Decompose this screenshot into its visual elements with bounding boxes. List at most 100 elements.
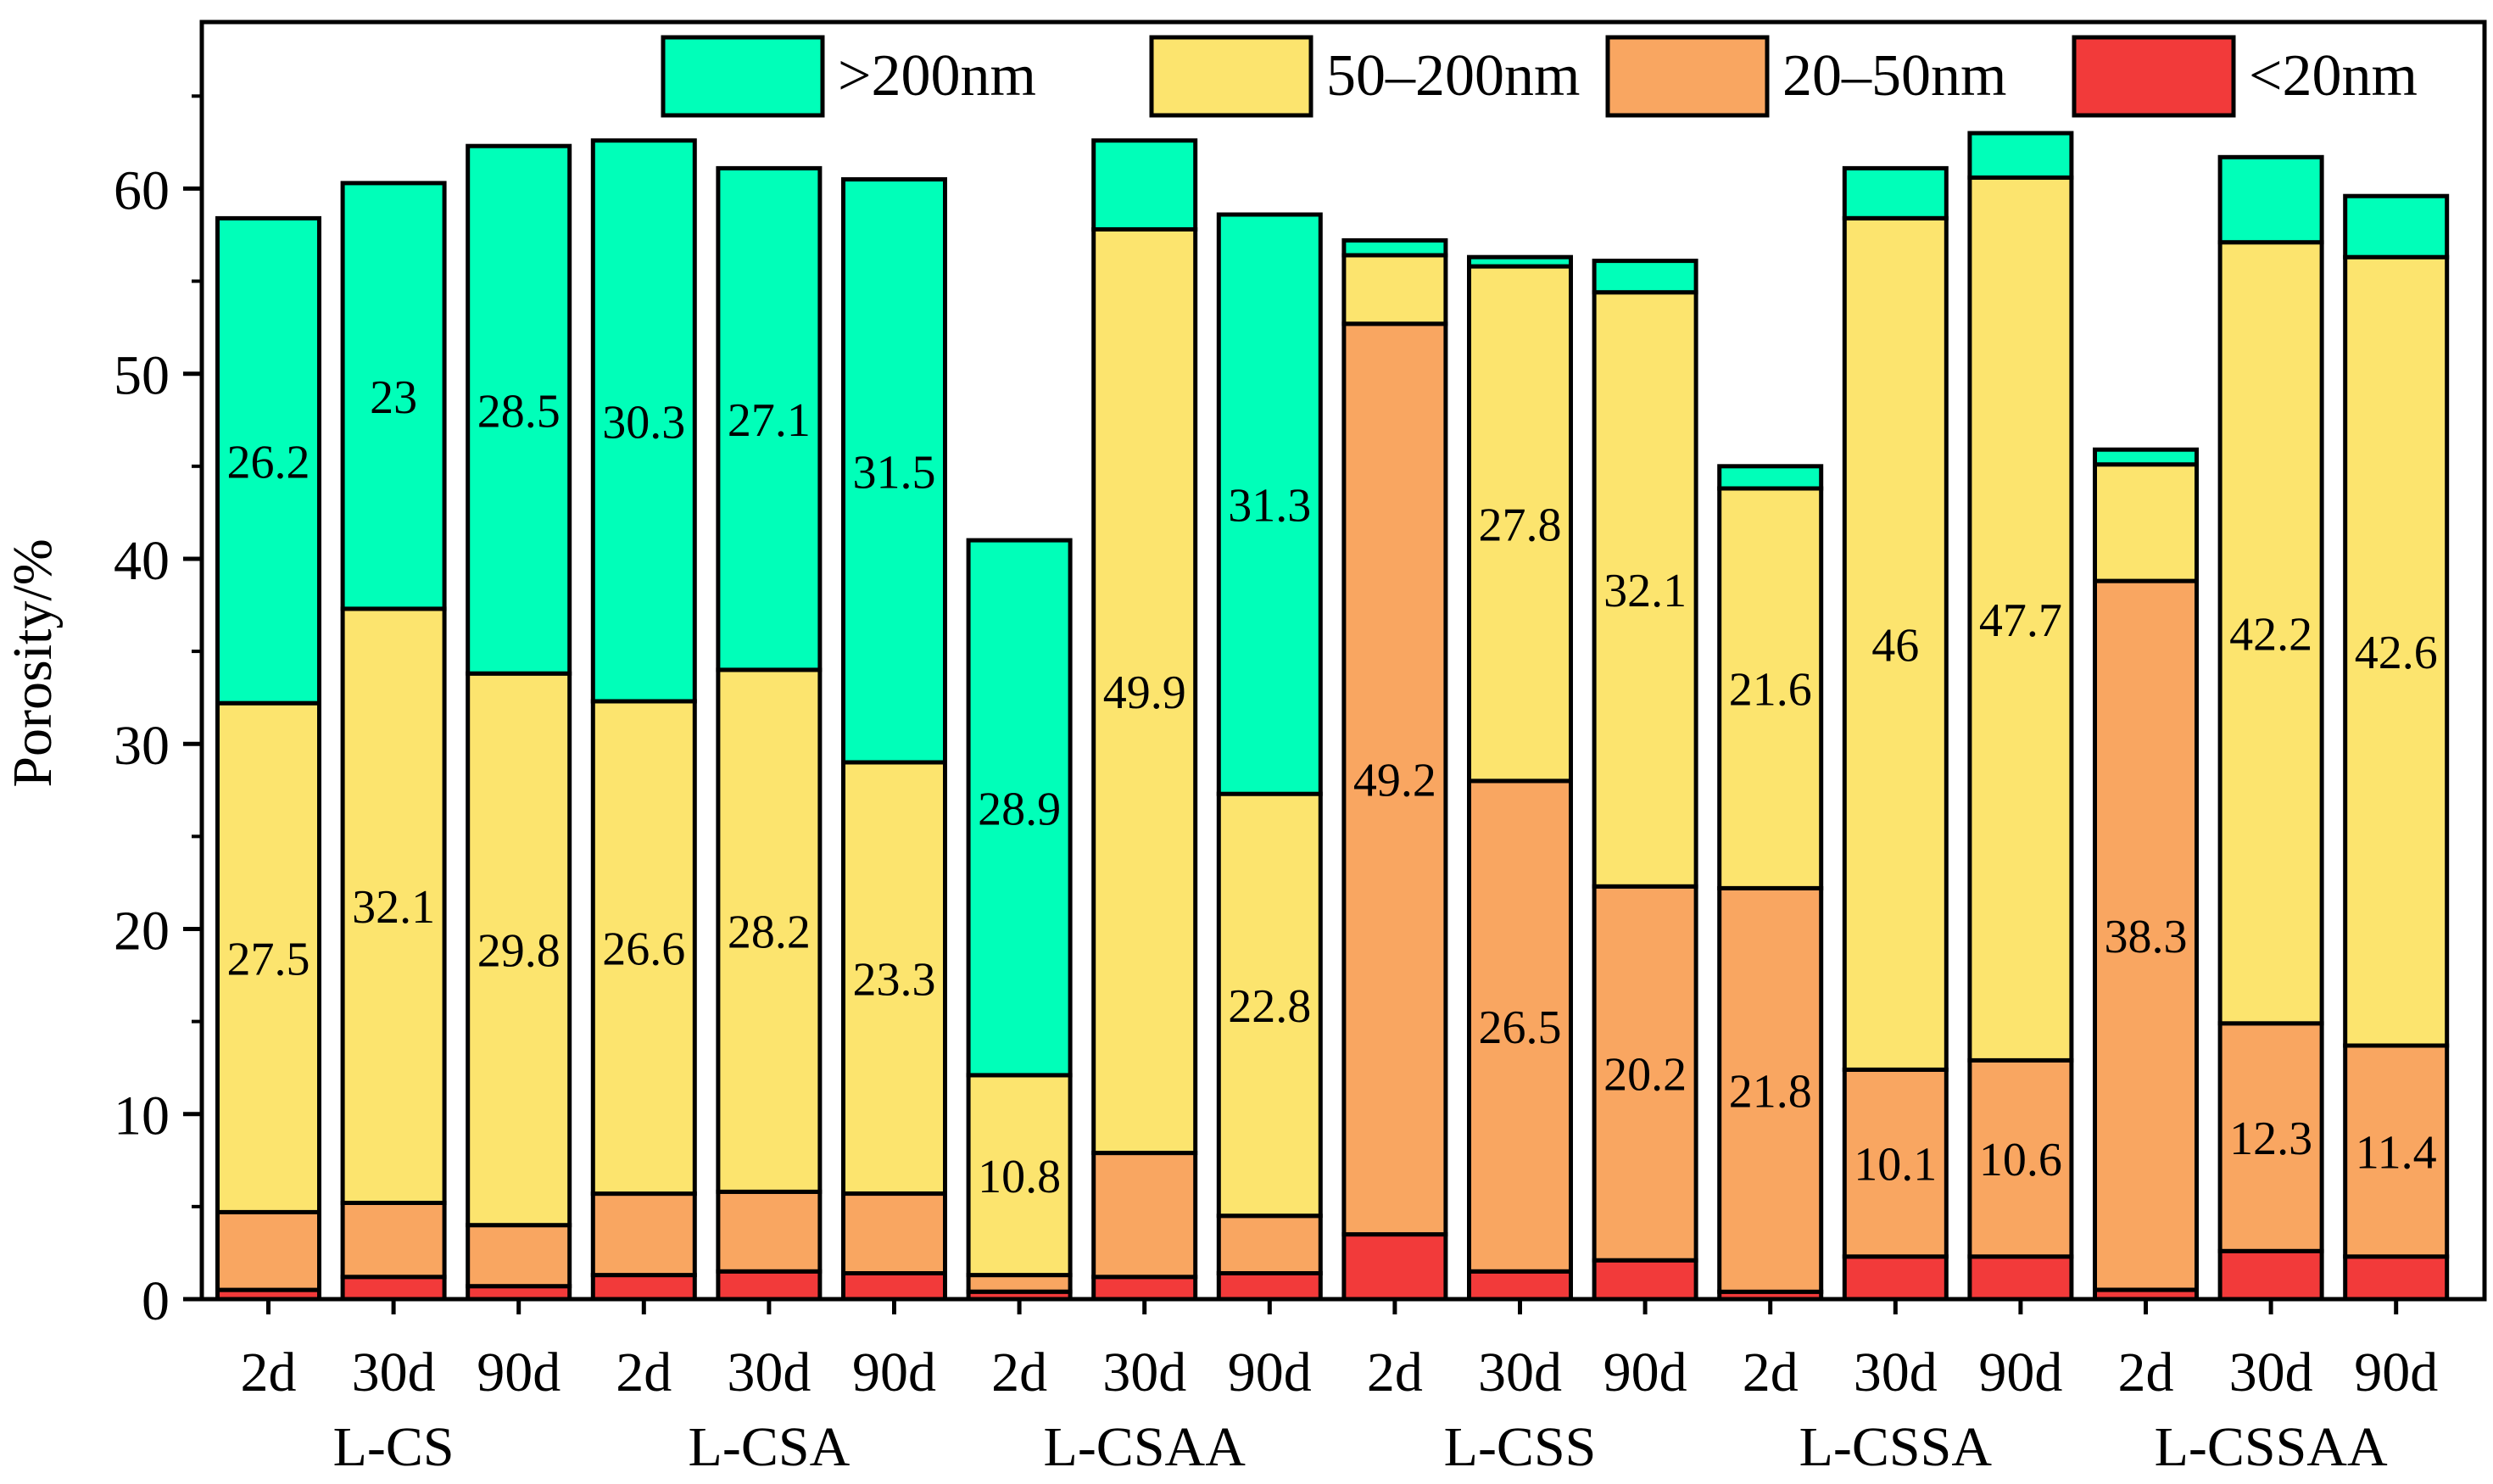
- x-tick-label: 30d: [1854, 1342, 1938, 1403]
- bar-segment: [590, 1191, 697, 1278]
- data-label: 32.1: [352, 881, 435, 934]
- bar-segment: [716, 1269, 823, 1302]
- data-label: 26.6: [602, 923, 685, 975]
- bar-segment: [215, 1209, 321, 1292]
- bar-segment: [215, 215, 321, 706]
- x-tick-label: 30d: [352, 1342, 436, 1403]
- x-tick-label: 2d: [991, 1342, 1047, 1403]
- bar-segment: [1967, 175, 2074, 1063]
- bar-segment: [340, 181, 447, 611]
- data-label: 23.3: [853, 953, 936, 1006]
- bar-segment: [340, 606, 447, 1205]
- data-label: 47.7: [1979, 594, 2062, 647]
- bar-segment: [1842, 165, 1949, 220]
- data-label: 29.8: [477, 925, 561, 978]
- axes-layer: 0 10 20 30 40 50 60 2d 30d 90d 2d 30d 90d 2d 30d 90d 2d 3…: [114, 94, 2438, 1478]
- data-label: 21.8: [1729, 1065, 1812, 1118]
- y-tick-label: 60: [114, 159, 170, 221]
- bar-segment: [1091, 227, 1198, 1156]
- x-tick-label: 90d: [477, 1342, 561, 1403]
- bar-segment: [1341, 238, 1448, 258]
- plot-frame-layer: [199, 20, 2487, 1302]
- bar-segment: [1341, 321, 1448, 1237]
- data-label: 31.3: [1228, 480, 1311, 533]
- bar-segment: [340, 1275, 447, 1302]
- data-label: 10.8: [978, 1151, 1061, 1203]
- data-label: 27.8: [1479, 499, 1562, 552]
- bar-segment: [2217, 1021, 2324, 1253]
- y-tick-label: 50: [114, 345, 170, 407]
- x-tick-label: 2d: [616, 1342, 672, 1403]
- data-labels-layer: 26.2 27.5 23 32.1 28.5 29.8 30.3 26.6 27.1 28.2 31…: [227, 371, 2438, 1203]
- x-tick-label: 90d: [1603, 1342, 1687, 1403]
- x-tick-label: 30d: [1102, 1342, 1186, 1403]
- y-tick-label: 10: [114, 1085, 170, 1147]
- bar-segment: [1091, 1151, 1198, 1280]
- data-label: 42.2: [2229, 608, 2312, 661]
- x-tick-label: 2d: [1367, 1342, 1423, 1403]
- bar-segment: [1967, 1254, 2074, 1302]
- bar-segment: [1467, 1269, 1573, 1302]
- bar-segment: [841, 1191, 947, 1275]
- bar-segment: [1717, 464, 1824, 491]
- data-label: 22.8: [1228, 980, 1311, 1033]
- x-tick-label: 2d: [1743, 1342, 1799, 1403]
- bar-segment: [1216, 1270, 1323, 1302]
- x-tick-label: 90d: [852, 1342, 936, 1403]
- bar-segment: [340, 1201, 447, 1280]
- data-label: 28.5: [477, 385, 561, 438]
- bar-segment: [1091, 138, 1198, 232]
- data-label: 38.3: [2105, 911, 2188, 963]
- bar-segment: [1842, 1254, 1949, 1302]
- bar-segment: [1967, 1057, 2074, 1259]
- bar-segment: [1216, 212, 1323, 796]
- data-label: 32.1: [1603, 565, 1687, 617]
- data-label: 10.1: [1854, 1139, 1937, 1191]
- bar-segment: [466, 671, 572, 1228]
- bar-segment: [1091, 1275, 1198, 1302]
- bar-segment: [2093, 462, 2199, 583]
- legend-swatch: [661, 35, 825, 118]
- data-label: 10.6: [1979, 1134, 2062, 1186]
- y-tick-label: 0: [142, 1270, 170, 1332]
- bar-segment: [841, 177, 947, 765]
- legend-swatch: [1605, 35, 1770, 118]
- data-label: 26.5: [1479, 1001, 1562, 1054]
- bar-segment: [466, 143, 572, 676]
- data-label: 49.9: [1103, 667, 1186, 719]
- group-label: L-CSSAA: [2155, 1416, 2388, 1478]
- bar-segment: [1592, 259, 1698, 295]
- group-label: L-CSS: [1444, 1416, 1597, 1478]
- bar-segment: [1717, 886, 1824, 1294]
- x-tick-label: 30d: [2229, 1342, 2313, 1403]
- legend-label: <20nm: [2249, 43, 2418, 109]
- legend-swatch: [1149, 35, 1313, 118]
- legend-layer: >200nm 50–200nm 20–50nm <20nm: [661, 35, 2418, 118]
- data-label: 27.1: [728, 394, 811, 447]
- bar-segment: [1467, 778, 1573, 1274]
- bar-segment: [716, 667, 823, 1194]
- y-tick-label: 30: [114, 715, 170, 777]
- x-tick-label: 2d: [2118, 1342, 2174, 1403]
- bar-segment: [2343, 1254, 2450, 1302]
- legend-label: 20–50nm: [1782, 43, 2006, 109]
- bar-segment: [1467, 264, 1573, 784]
- bar-segment: [1592, 290, 1698, 889]
- bar-segment: [1341, 253, 1448, 326]
- bar-segment: [2343, 254, 2450, 1048]
- data-label: 11.4: [2356, 1126, 2437, 1179]
- legend-swatch: [2072, 35, 2236, 118]
- bar-segment: [1967, 131, 2074, 180]
- data-label: 20.2: [1603, 1049, 1687, 1102]
- bar-segment: [1341, 1232, 1448, 1302]
- bar-segment: [590, 699, 697, 1197]
- data-label: 46: [1871, 619, 1919, 672]
- legend-label: 50–200nm: [1326, 43, 1580, 109]
- bar-segment: [966, 538, 1073, 1078]
- y-tick-label: 40: [114, 530, 170, 592]
- legend-label: >200nm: [838, 43, 1036, 109]
- x-tick-label: 30d: [1478, 1342, 1562, 1403]
- data-label: 49.2: [1353, 755, 1436, 807]
